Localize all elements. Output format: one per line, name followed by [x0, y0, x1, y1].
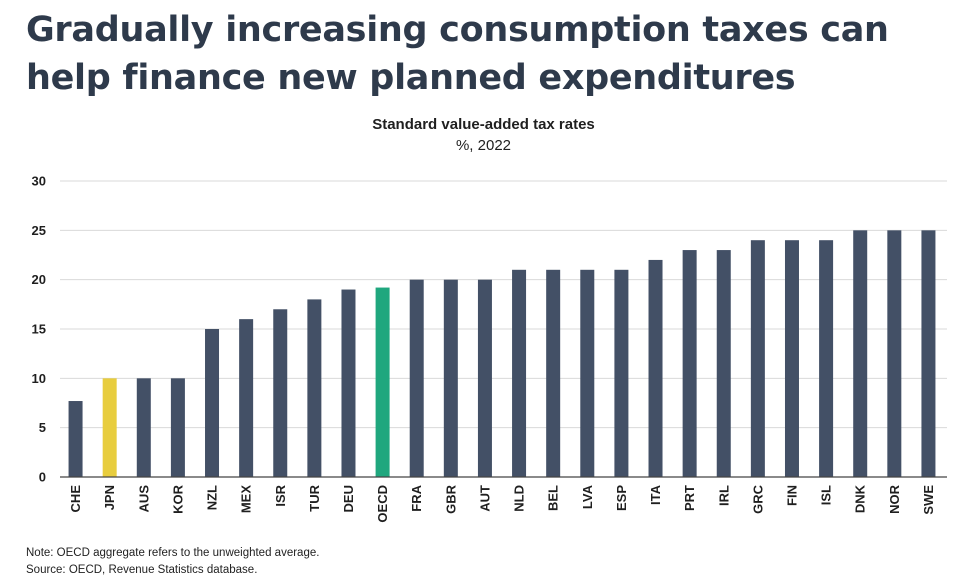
x-tick-label: FIN [784, 485, 799, 506]
x-tick-label: NOR [887, 484, 902, 514]
bar-bel [546, 269, 561, 477]
source-text: Source: OECD, Revenue Statistics databas… [26, 564, 258, 576]
bar-fra [409, 279, 424, 477]
x-tick-label: FRA [409, 484, 424, 511]
y-tick-label: 30 [32, 174, 46, 189]
bar-grc [750, 240, 765, 477]
bar-gbr [443, 279, 458, 477]
bar-fin [784, 240, 799, 477]
bar-nld [512, 269, 527, 477]
bar-esp [614, 269, 629, 477]
chart-subtitle: %, 2022 [455, 137, 512, 154]
x-tick-label: MEX [239, 485, 254, 514]
x-tick-label: SWE [921, 485, 936, 515]
x-tick-label: GRC [750, 484, 765, 514]
bar-che [68, 401, 83, 477]
x-tick-label: BEL [546, 485, 561, 511]
x-tick-label: IRL [716, 485, 731, 506]
y-tick-label: 25 [32, 223, 46, 238]
y-tick-label: 10 [32, 371, 46, 386]
bar-swe [921, 230, 936, 477]
note-text: Note: OECD aggregate refers to the unwei… [26, 547, 320, 559]
bar-ita [648, 259, 663, 477]
x-tick-label: AUS [136, 485, 151, 513]
bar-nor [887, 230, 902, 477]
chart-title: Standard value-added tax rates [372, 116, 595, 133]
bar-dnk [853, 230, 868, 477]
x-tick-label: GBR [443, 484, 458, 514]
x-tick-label: LVA [580, 484, 595, 509]
x-tick-label: ESP [614, 485, 629, 511]
x-tick-label: AUT [477, 485, 492, 512]
x-tick-label: OECD [375, 485, 390, 523]
bar-lva [580, 269, 595, 477]
x-tick-label: CHE [68, 485, 83, 513]
bar-aut [477, 279, 492, 477]
bar-jpn [102, 378, 117, 477]
bar-deu [341, 289, 356, 477]
bar-isr [273, 309, 288, 477]
bar-irl [716, 250, 731, 477]
x-tick-label: JPN [102, 485, 117, 510]
x-tick-label: KOR [170, 484, 185, 514]
bar-nzl [205, 329, 220, 477]
bar-oecd [375, 287, 390, 477]
y-tick-label: 0 [39, 470, 46, 485]
x-tick-label: NLD [512, 485, 527, 512]
x-tick-label: ISL [819, 485, 834, 505]
bar-aus [136, 378, 151, 477]
x-tick-label: TUR [307, 484, 322, 511]
x-tick-label: NZL [205, 485, 220, 510]
x-tick-label: ITA [648, 484, 663, 505]
bar-tur [307, 299, 322, 477]
bar-prt [682, 250, 697, 477]
x-tick-label: ISR [273, 484, 288, 506]
x-tick-label: DNK [853, 484, 868, 513]
bar-isl [819, 240, 834, 477]
bar-mex [239, 319, 254, 477]
bar-kor [170, 378, 185, 477]
y-tick-label: 15 [32, 322, 46, 337]
y-tick-label: 20 [32, 272, 46, 287]
headline: Gradually increasing consumption taxes c… [26, 10, 889, 98]
x-tick-label: DEU [341, 485, 356, 512]
x-tick-label: PRT [682, 485, 697, 511]
y-tick-label: 5 [39, 420, 46, 435]
